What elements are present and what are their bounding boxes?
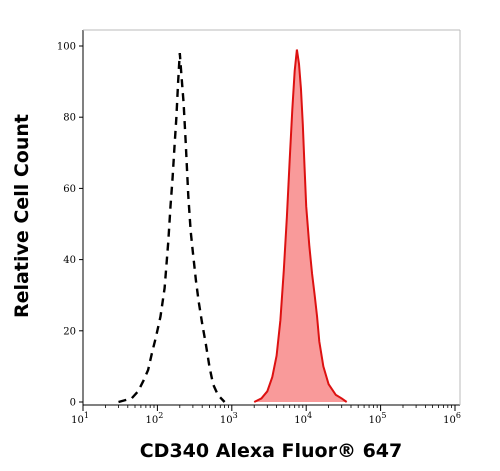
- y-tick-label: 100: [57, 42, 76, 53]
- x-tick-label: 101: [71, 411, 89, 426]
- series-0-line: [118, 53, 226, 404]
- y-tick-label: 40: [63, 255, 76, 266]
- y-tick-label: 80: [63, 113, 76, 124]
- tick-labels: 0 20 40 60 80 100 101 102 103 104 105 106: [57, 42, 461, 427]
- series-1-area: [254, 49, 347, 403]
- x-axis-title: CD340 Alexa Fluor® 647: [140, 440, 403, 462]
- x-tick-label: 103: [220, 411, 238, 426]
- x-tick-label: 102: [145, 411, 163, 426]
- x-tick-label: 106: [443, 411, 461, 426]
- x-tick-label: 105: [369, 411, 387, 426]
- x-tick-label: 104: [294, 411, 312, 426]
- y-tick-label: 60: [63, 184, 76, 195]
- y-tick-label: 20: [63, 326, 76, 337]
- axes: [79, 29, 461, 411]
- y-axis-title: Relative Cell Count: [11, 114, 33, 318]
- y-tick-label: 0: [70, 398, 76, 409]
- plot-area: [118, 49, 348, 404]
- series-1-line: [253, 49, 348, 403]
